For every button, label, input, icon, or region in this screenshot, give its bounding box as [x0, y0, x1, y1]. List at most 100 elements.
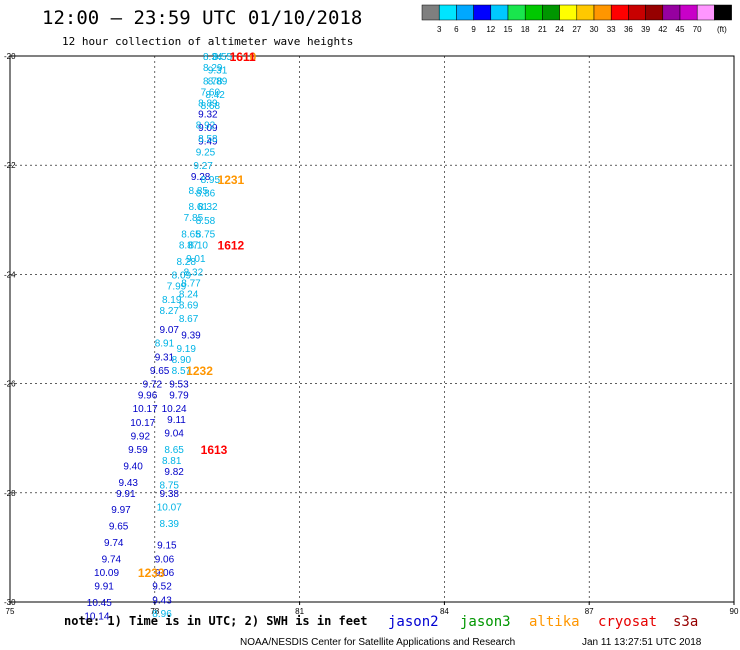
credit-text: NOAA/NESDIS Center for Satellite Applica…: [240, 637, 515, 648]
satellite-legend-altika: altika: [529, 614, 580, 630]
jason2-value-label: 9.15: [157, 541, 177, 552]
jason3-value-label: 8.42: [205, 90, 225, 101]
jason3-value-label: 8.92: [196, 120, 216, 131]
jason2-value-label: 9.06: [155, 554, 175, 565]
pass-time-label: 1231: [218, 173, 245, 187]
observation-marks: 9.32 9.09 9.49 9.28 9.07 9.39 9.31 9.65 9.72 9.53…: [84, 52, 232, 623]
legend-tick-label: 21: [538, 25, 547, 34]
y-tick-label: -26: [4, 380, 16, 389]
pass-time-label: 1610: [230, 50, 257, 64]
jason2-value-label: 9.43: [152, 595, 172, 606]
jason3-value-label: 8.09: [172, 270, 192, 281]
jason3-value-label: 8.19: [162, 295, 182, 306]
legend-swatch: [593, 4, 612, 21]
jason2-value-label: 9.07: [160, 325, 180, 336]
jason2-value-label: 10.09: [94, 568, 119, 579]
jason3-value-label: 8.32: [198, 202, 218, 213]
pass-time-label: 1233: [138, 566, 165, 580]
jason2-value-label: 9.52: [152, 582, 172, 593]
jason2-value-label: 9.65: [150, 366, 170, 377]
legend-swatch: [696, 4, 715, 21]
jason2-value-label: 9.31: [155, 352, 175, 363]
legend-swatch: [662, 4, 681, 21]
jason3-value-label: 7.60: [201, 87, 221, 98]
legend-tick-label: 3: [437, 25, 442, 34]
x-tick-label: 84: [440, 607, 449, 616]
legend-swatch: [456, 4, 474, 21]
legend-tick-label: 18: [521, 25, 530, 34]
jason2-value-label: 9.97: [111, 505, 131, 516]
legend-tick-label: 36: [624, 25, 633, 34]
chart-subtitle: 12 hour collection of altimeter wave hei…: [62, 35, 353, 48]
jason2-value-label: 9.74: [102, 554, 122, 565]
jason3-value-label: 9.31: [208, 66, 228, 77]
jason3-value-label: 8.95: [201, 175, 221, 186]
plot-frame: [9, 55, 735, 603]
legend-swatch: [610, 4, 629, 21]
jason3-value-label: 9.27: [193, 161, 213, 172]
jason3-value-label: 8.32: [184, 268, 204, 279]
jason3-value-label: 8.77: [181, 279, 201, 290]
legend-tick-label: 45: [676, 25, 685, 34]
jason3-value-label: 8.91: [155, 339, 175, 350]
jason3-value-label: 8.58: [198, 134, 218, 145]
jason2-value-label: 9.11: [167, 415, 186, 426]
legend-swatch: [473, 4, 492, 21]
jason2-value-label: 9.04: [164, 429, 184, 440]
jason3-value-label: 8.75: [160, 481, 180, 492]
y-tick-label: -28: [4, 489, 16, 498]
legend-tick-label: 39: [641, 25, 650, 34]
jason2-value-label: 9.91: [116, 489, 136, 500]
legend-swatch: [490, 4, 509, 21]
y-tick-label: -22: [4, 161, 16, 170]
jason3-value-label: 8.65: [164, 445, 184, 456]
jason2-value-label: 9.72: [143, 380, 163, 391]
timestamp-text: Jan 11 13:27:51 UTC 2018: [582, 637, 702, 648]
pass-time-label: 1613: [201, 443, 228, 457]
x-tick-label: 81: [295, 607, 304, 616]
legend-tick-label: 42: [658, 25, 667, 34]
satellite-legend: jason2 jason3 altika cryosat s3a: [388, 614, 698, 630]
jason2-value-label: 9.49: [198, 137, 218, 148]
legend-swatch: [542, 4, 560, 21]
jason3-value-label: 7.99: [167, 281, 187, 292]
legend-swatch: [559, 4, 578, 21]
jason3-value-label: 8.87: [179, 240, 199, 251]
jason3-value-label: 8.89: [198, 98, 218, 109]
jason2-value-label: 9.09: [198, 123, 218, 134]
pass-time-label: 1611: [230, 50, 256, 64]
satellite-legend-s3a: s3a: [673, 614, 698, 630]
jason2-value-label: 9.79: [169, 391, 189, 402]
legend-swatch: [438, 4, 457, 21]
jason3-value-label: 8.58: [196, 216, 216, 227]
jason2-value-label: 9.28: [191, 172, 211, 183]
legend-swatch: [524, 4, 543, 21]
jason2-value-label: 9.91: [94, 582, 114, 593]
legend-tick-label: 33: [607, 25, 616, 34]
jason3-value-label: 8.28: [176, 257, 196, 268]
jason3-value-label: 8.55: [213, 52, 233, 63]
legend-swatch: [714, 4, 732, 21]
x-tick-label: 87: [585, 607, 594, 616]
jason3-value-label: 8.69: [179, 300, 199, 311]
jason3-value-label: 8.65: [181, 229, 201, 240]
jason3-value-label: 8.67: [179, 314, 199, 325]
jason3-value-label: 8.90: [172, 355, 192, 366]
pass-time-label: 1612: [218, 238, 245, 252]
jason2-value-label: 10.17: [133, 404, 158, 415]
satellite-legend-jason2: jason2: [388, 614, 439, 630]
jason3-value-label: 8.89: [208, 77, 228, 88]
jason2-value-label: 9.32: [198, 109, 218, 120]
jason3-value-label: 8.96: [152, 609, 172, 620]
jason3-value-label: 8.39: [160, 519, 180, 530]
legend-swatch: [421, 4, 440, 21]
jason3-value-label: 8.34: [203, 52, 223, 63]
jason2-value-label: 10.17: [130, 418, 155, 429]
x-tick-label: 75: [6, 607, 15, 616]
jason2-value-label: 9.38: [160, 489, 180, 500]
jason2-value-label: 9.40: [123, 462, 143, 473]
legend-swatch: [628, 4, 646, 21]
x-tick-label: 78: [150, 607, 159, 616]
y-tick-label: -24: [4, 270, 16, 279]
jason3-value-label: 8.27: [160, 306, 180, 317]
